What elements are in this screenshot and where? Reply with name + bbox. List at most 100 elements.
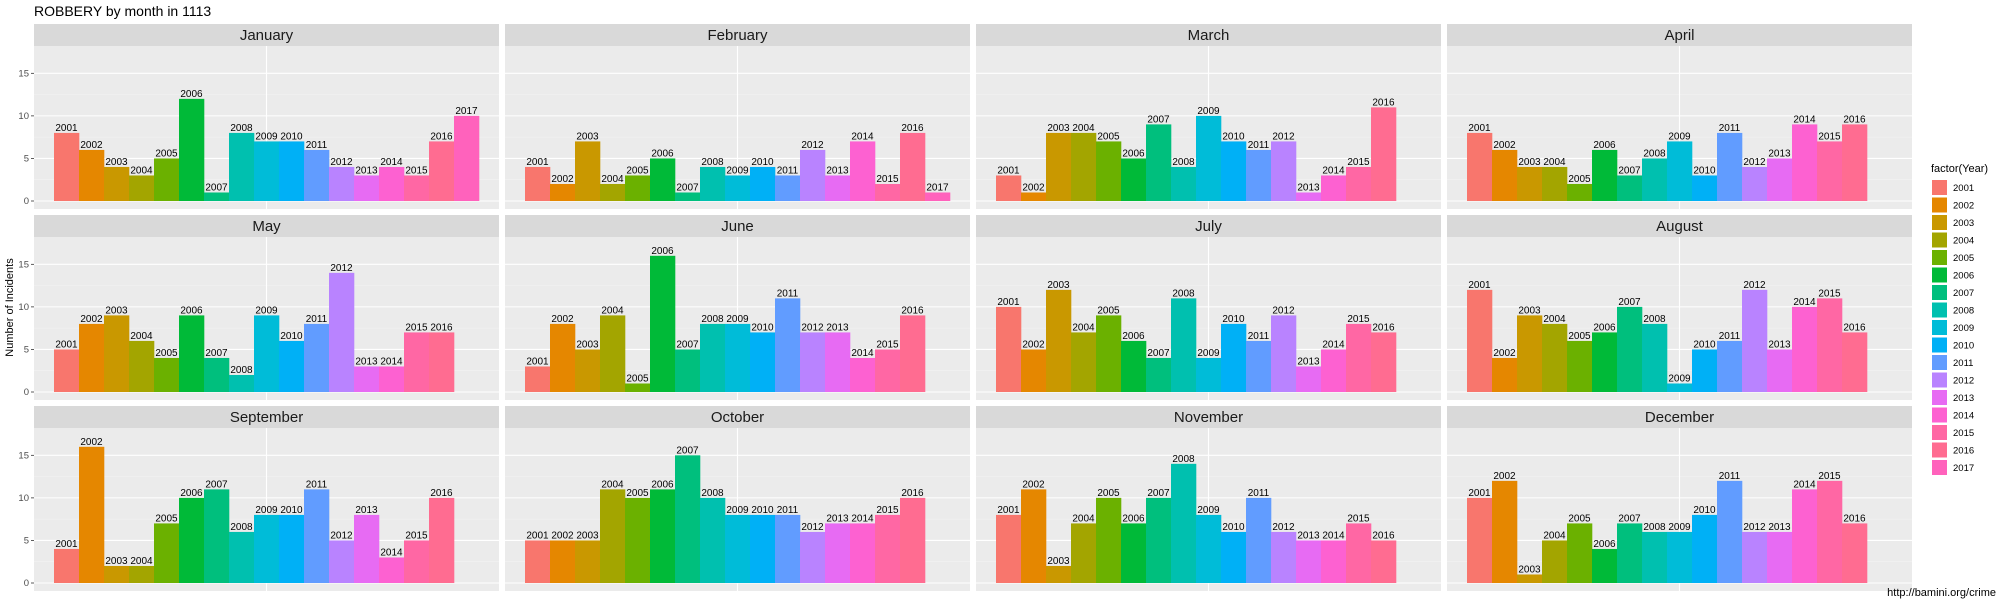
bar-2015 bbox=[875, 514, 901, 583]
bar-2003 bbox=[104, 315, 130, 392]
legend-swatch-2016 bbox=[1932, 442, 1947, 458]
bar-2001 bbox=[996, 306, 1022, 392]
y-tick-label: 10 bbox=[18, 302, 29, 313]
bar-2002 bbox=[79, 446, 105, 583]
bar-label: 2010 bbox=[280, 505, 303, 516]
bar-2003 bbox=[575, 540, 601, 583]
panel-strip bbox=[976, 24, 1441, 46]
bar-label: 2009 bbox=[1668, 373, 1691, 384]
bar-label: 2009 bbox=[726, 165, 749, 176]
bar-2015 bbox=[1346, 166, 1372, 201]
bar-2007 bbox=[675, 455, 701, 583]
bar-2004 bbox=[1071, 523, 1097, 583]
bar-label: 2001 bbox=[1468, 280, 1491, 291]
bar-2003 bbox=[1046, 289, 1072, 392]
bar-label: 2013 bbox=[355, 505, 378, 516]
bar-label: 2007 bbox=[1618, 513, 1641, 524]
bar-label: 2014 bbox=[1322, 339, 1345, 350]
bar-2012 bbox=[329, 540, 355, 583]
legend-swatch-2001 bbox=[1932, 180, 1947, 195]
bar-2004 bbox=[1071, 332, 1097, 392]
bar-label: 2014 bbox=[380, 547, 403, 558]
bar-label: 2008 bbox=[701, 488, 724, 499]
bar-2017 bbox=[925, 192, 951, 201]
bar-2004 bbox=[1542, 166, 1568, 201]
bar-label: 2016 bbox=[430, 131, 453, 142]
bar-2005 bbox=[154, 523, 180, 583]
bar-2004 bbox=[129, 340, 155, 392]
bar-2006 bbox=[1121, 158, 1147, 201]
bar-label: 2006 bbox=[1593, 140, 1616, 151]
bar-label: 2009 bbox=[1197, 348, 1220, 359]
bar-2005 bbox=[154, 158, 180, 201]
bar-2013 bbox=[1296, 366, 1322, 392]
bar-2004 bbox=[600, 315, 626, 392]
bar-2009 bbox=[254, 514, 280, 583]
bar-label: 2016 bbox=[1843, 513, 1866, 524]
legend-label-2004: 2004 bbox=[1953, 236, 1974, 247]
bar-label: 2015 bbox=[1818, 131, 1841, 142]
bar-2002 bbox=[1492, 480, 1518, 583]
legend-label-2016: 2016 bbox=[1953, 446, 1974, 457]
bar-2016 bbox=[1842, 124, 1868, 201]
bar-2011 bbox=[775, 298, 801, 392]
bar-label: 2005 bbox=[1568, 513, 1591, 524]
bar-2015 bbox=[875, 183, 901, 201]
bar-label: 2003 bbox=[1047, 556, 1070, 567]
panel-strip bbox=[1447, 406, 1912, 428]
panel-strip bbox=[1447, 215, 1912, 237]
bar-label: 2007 bbox=[205, 182, 228, 193]
legend-label-2005: 2005 bbox=[1953, 253, 1974, 264]
bar-2009 bbox=[725, 323, 751, 392]
y-tick-label: 10 bbox=[18, 493, 29, 504]
bar-label: 2011 bbox=[777, 505, 799, 516]
bar-label: 2004 bbox=[130, 331, 153, 342]
bar-label: 2009 bbox=[726, 314, 749, 325]
bar-2011 bbox=[1246, 149, 1272, 201]
bar-label: 2009 bbox=[255, 505, 278, 516]
bar-2007 bbox=[204, 489, 230, 583]
bar-label: 2012 bbox=[801, 140, 824, 151]
panel-strip-label: November bbox=[1174, 409, 1243, 426]
bar-2007 bbox=[1617, 523, 1643, 583]
bar-label: 2004 bbox=[1543, 314, 1566, 325]
bar-2008 bbox=[229, 531, 255, 583]
bar-2010 bbox=[279, 514, 305, 583]
bar-2002 bbox=[1492, 357, 1518, 392]
bar-2001 bbox=[525, 366, 551, 392]
bar-label: 2016 bbox=[1372, 97, 1395, 108]
legend-swatch-2007 bbox=[1932, 285, 1947, 300]
bar-label: 2016 bbox=[901, 123, 924, 134]
bar-2016 bbox=[1842, 332, 1868, 392]
bar-2006 bbox=[179, 98, 205, 201]
bar-2001 bbox=[1467, 289, 1493, 392]
bar-2001 bbox=[54, 132, 80, 201]
bar-label: 2006 bbox=[1122, 148, 1145, 159]
bar-2006 bbox=[179, 497, 205, 583]
bar-label: 2011 bbox=[1248, 331, 1270, 342]
bar-label: 2001 bbox=[1468, 123, 1491, 134]
bar-label: 2016 bbox=[1843, 114, 1866, 125]
bar-label: 2015 bbox=[1347, 513, 1370, 524]
bar-2014 bbox=[850, 357, 876, 392]
bar-2006 bbox=[1121, 523, 1147, 583]
bar-label: 2013 bbox=[1297, 356, 1320, 367]
bar-label: 2001 bbox=[526, 356, 549, 367]
bar-label: 2016 bbox=[430, 322, 453, 333]
legend-swatch-2014 bbox=[1932, 407, 1947, 423]
bar-2002 bbox=[1021, 192, 1047, 201]
bar-2006 bbox=[1121, 340, 1147, 392]
bar-label: 2007 bbox=[1618, 165, 1641, 176]
bar-2002 bbox=[550, 323, 576, 392]
bar-2014 bbox=[1792, 306, 1818, 392]
legend-swatch-2011 bbox=[1932, 355, 1947, 370]
bar-2003 bbox=[1517, 315, 1543, 392]
bar-label: 2005 bbox=[1097, 131, 1120, 142]
bar-2004 bbox=[129, 565, 155, 583]
bar-2003 bbox=[1046, 565, 1072, 583]
bar-2012 bbox=[329, 272, 355, 392]
